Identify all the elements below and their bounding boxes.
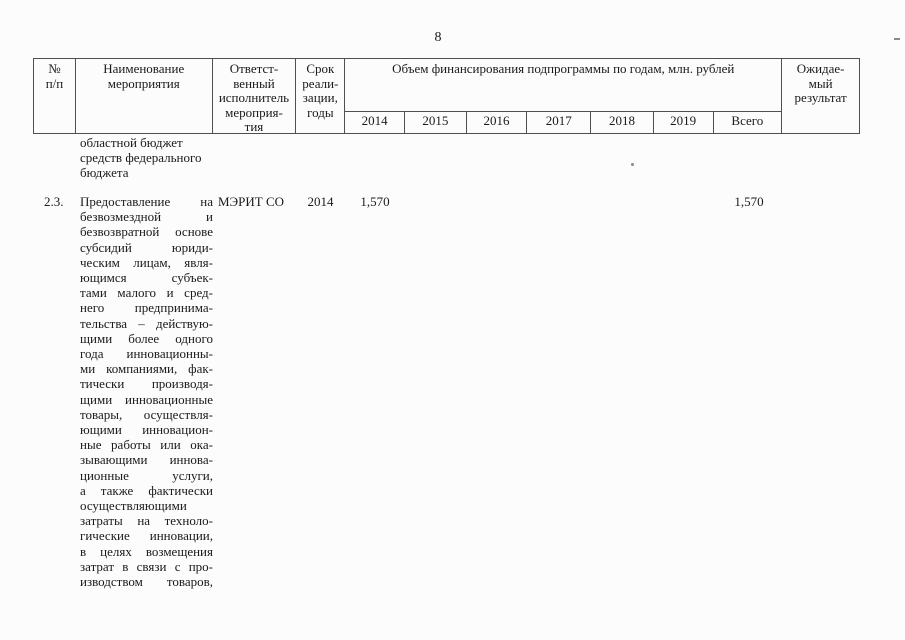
col-header-year-2018: 2018 xyxy=(591,112,654,133)
col-header-term: Срок реали-зации, годы xyxy=(296,59,346,133)
row-2-3-executor: МЭРИТ СО xyxy=(218,194,285,209)
col-header-financing-group: Объем финансирования подпрограммы по год… xyxy=(345,59,783,133)
page-number: 8 xyxy=(434,30,442,45)
financing-group-title: Объем финансирования подпрограммы по год… xyxy=(345,59,782,112)
col-header-total: Всего xyxy=(731,113,764,128)
col-header-executor: Ответст-венный исполнитель мероприя-тия xyxy=(213,59,297,133)
col-header-year-2014: 2014 xyxy=(345,112,405,133)
carryover-cell-text: областной бюджет средств федерального бюдж… xyxy=(80,135,202,181)
scan-artifact-dash xyxy=(894,38,900,40)
scan-artifact-dot xyxy=(631,163,634,166)
col-header-year-2015: 2015 xyxy=(405,112,467,133)
table-header-row: № п/п Наименование мероприятия Ответст-вен… xyxy=(33,58,860,134)
col-header-year-2017: 2017 xyxy=(527,112,592,133)
row-2-3-number: 2.3. xyxy=(44,194,64,209)
financing-years-subrow: 2014 2015 2016 2017 2018 2019 Всего xyxy=(345,112,781,133)
col-header-expected-result: Ожидае-мый результат xyxy=(794,61,847,105)
row-2-3-term: 2014 xyxy=(307,194,334,209)
col-header-year-2016: 2016 xyxy=(467,112,528,133)
row-2-3-value-2014: 1,570 xyxy=(360,194,390,209)
row-2-3-activity-name: Предоставление на безвозмездной и безвозвр… xyxy=(80,194,213,590)
row-2-3-value-total: 1,570 xyxy=(734,194,764,209)
col-header-activity-name: Наименование мероприятия xyxy=(76,59,213,133)
col-header-year-2019: 2019 xyxy=(654,112,714,133)
col-header-num: № п/п xyxy=(34,59,76,133)
